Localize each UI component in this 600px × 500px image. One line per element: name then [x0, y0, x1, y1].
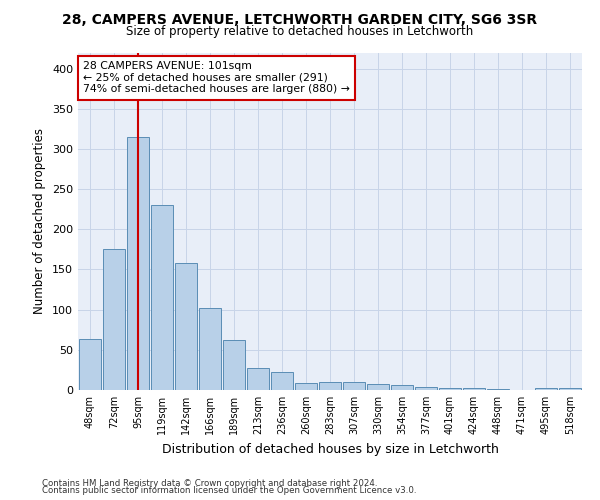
Bar [535, 388, 557, 390]
Bar [439, 388, 461, 390]
Bar [319, 382, 341, 390]
Bar [367, 384, 389, 390]
Text: 28 CAMPERS AVENUE: 101sqm
← 25% of detached houses are smaller (291)
74% of semi: 28 CAMPERS AVENUE: 101sqm ← 25% of detac… [83, 61, 350, 94]
Bar [127, 137, 149, 390]
Bar [247, 368, 269, 390]
X-axis label: Distribution of detached houses by size in Letchworth: Distribution of detached houses by size … [161, 442, 499, 456]
Bar [103, 250, 125, 390]
Bar [223, 340, 245, 390]
Bar [559, 388, 581, 390]
Bar [415, 387, 437, 390]
Bar [79, 340, 101, 390]
Bar [295, 383, 317, 390]
Bar [199, 308, 221, 390]
Bar [175, 263, 197, 390]
Bar [271, 372, 293, 390]
Bar [151, 205, 173, 390]
Text: Size of property relative to detached houses in Letchworth: Size of property relative to detached ho… [127, 25, 473, 38]
Bar [391, 385, 413, 390]
Text: Contains HM Land Registry data © Crown copyright and database right 2024.: Contains HM Land Registry data © Crown c… [42, 478, 377, 488]
Text: 28, CAMPERS AVENUE, LETCHWORTH GARDEN CITY, SG6 3SR: 28, CAMPERS AVENUE, LETCHWORTH GARDEN CI… [62, 12, 538, 26]
Y-axis label: Number of detached properties: Number of detached properties [34, 128, 46, 314]
Bar [343, 382, 365, 390]
Bar [463, 388, 485, 390]
Bar [487, 389, 509, 390]
Text: Contains public sector information licensed under the Open Government Licence v3: Contains public sector information licen… [42, 486, 416, 495]
